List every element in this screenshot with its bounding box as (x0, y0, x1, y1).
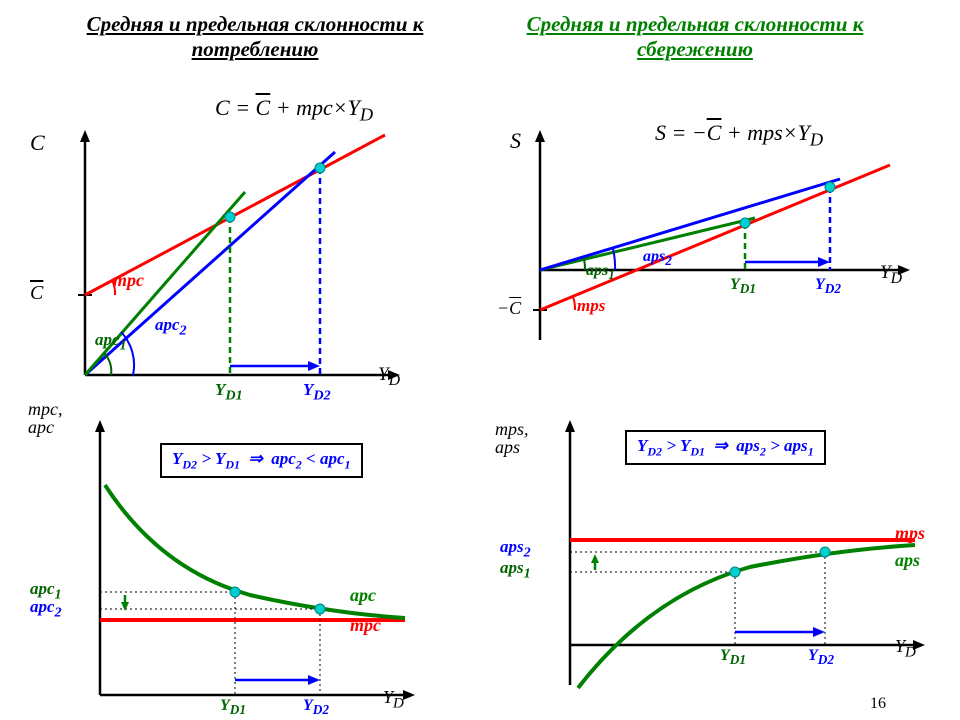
label-aps1: aps1 (586, 262, 615, 283)
label-S-axis: S (510, 128, 521, 154)
label-aps2: aps2 (643, 248, 672, 269)
label-YD2-tr: YD2 (815, 276, 841, 297)
label-YD2-tl: YD2 (303, 380, 331, 404)
page-number: 16 (870, 695, 886, 713)
chart-top-right (510, 130, 930, 350)
title-right: Средняя и предельная склонности к сбереж… (490, 12, 900, 62)
label-C-axis: C (30, 130, 45, 156)
label-YD2-bl: YD2 (303, 697, 329, 718)
label-apc-bl: apc (350, 585, 376, 606)
label-minusCbar: −C (497, 298, 521, 319)
label-YD-br: YD (895, 636, 916, 662)
relation-box-left: YD2 > YD1 ⇒ apc2 < apc1 (160, 443, 363, 478)
relation-box-right: YD2 > YD1 ⇒ aps2 > aps1 (625, 430, 826, 465)
label-YD1-bl: YD1 (220, 697, 246, 718)
label-mps-br: mps (895, 523, 925, 544)
chart-top-left (55, 120, 425, 400)
label-apc2: apc2 (155, 315, 187, 339)
label-aps-br: aps (895, 550, 920, 571)
label-mps-aps: mps,aps (495, 420, 529, 456)
label-YD-tr: YD (880, 262, 902, 288)
label-YD1-tl: YD1 (215, 380, 243, 404)
label-aps1-br: aps1 (500, 558, 531, 582)
label-YD-bl: YD (383, 687, 404, 713)
label-mpc-bl: mpc (350, 615, 381, 636)
label-Cbar: C (30, 282, 43, 305)
label-mps-angle: mps (577, 296, 605, 316)
title-right-text: Средняя и предельная склонности к сбереж… (527, 12, 864, 61)
label-YD1-br: YD1 (720, 647, 746, 668)
label-YD2-br: YD2 (808, 647, 834, 668)
title-left-text: Средняя и предельная склонности к потреб… (87, 12, 424, 61)
label-apc2-bl: apc2 (30, 597, 62, 621)
title-left: Средняя и предельная склонности к потреб… (70, 12, 440, 62)
label-apc1: apc1 (95, 330, 127, 354)
label-YD1-tr: YD1 (730, 276, 756, 297)
label-mpc-angle: mpc (113, 270, 144, 291)
label-YD-tl: YD (378, 364, 400, 390)
label-mpc-apc: mpc,apc (28, 400, 63, 436)
